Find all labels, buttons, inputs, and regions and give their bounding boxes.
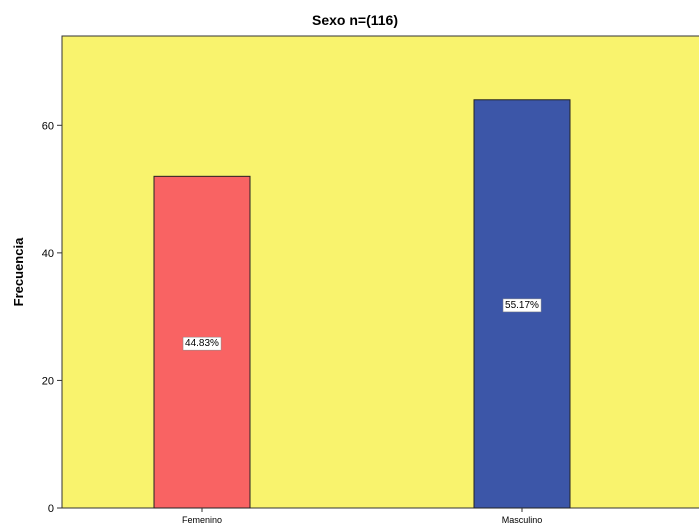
chart-title: Sexo n=(116) bbox=[312, 12, 398, 28]
x-tick-label: Masculino bbox=[502, 515, 543, 525]
bars: 44.83% 55.17% bbox=[153, 99, 571, 509]
y-tick-label: 20 bbox=[42, 375, 54, 387]
data-label: 44.83% bbox=[185, 338, 219, 349]
data-label-group: 44.83% bbox=[182, 336, 222, 351]
data-label-box bbox=[182, 336, 222, 351]
data-label-group: 55.17% bbox=[502, 298, 542, 313]
x-axis: Femenino Masculino bbox=[182, 508, 542, 525]
data-label-box bbox=[502, 298, 542, 313]
data-label: 55.17% bbox=[505, 300, 539, 311]
y-tick-label: 60 bbox=[42, 120, 54, 132]
y-tick-label: 0 bbox=[48, 503, 54, 515]
y-tick-label: 40 bbox=[42, 248, 54, 260]
y-axis-label: Frecuencia bbox=[11, 237, 26, 306]
y-axis: 0 20 40 60 bbox=[42, 120, 62, 515]
x-tick-label: Femenino bbox=[182, 515, 222, 525]
